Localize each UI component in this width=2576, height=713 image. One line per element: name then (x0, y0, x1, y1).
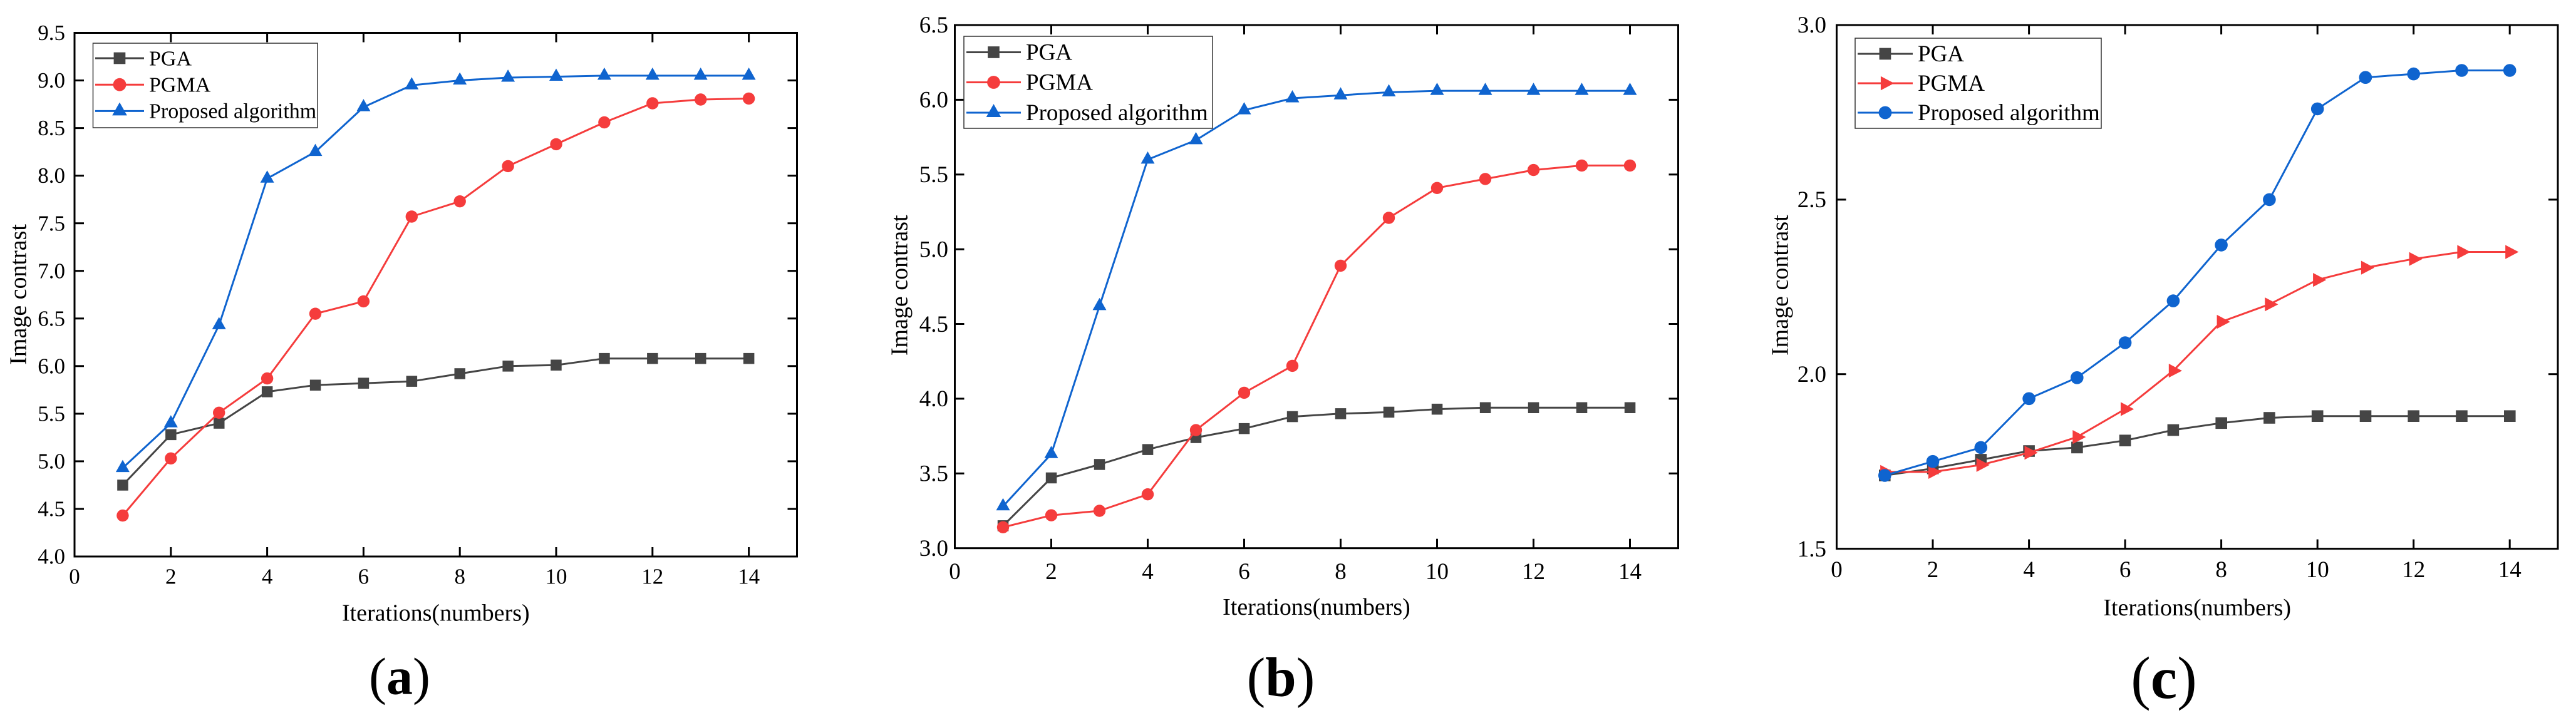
svg-text:5.5: 5.5 (38, 401, 65, 426)
svg-text:10: 10 (2306, 557, 2329, 583)
svg-text:(b): (b) (1247, 647, 1315, 709)
svg-text:6: 6 (2119, 557, 2131, 583)
svg-text:4.0: 4.0 (919, 386, 948, 412)
svg-text:Image contrast: Image contrast (5, 224, 31, 365)
svg-text:4: 4 (1142, 559, 1154, 585)
svg-text:0: 0 (1831, 557, 1843, 583)
svg-text:0: 0 (69, 565, 80, 589)
svg-text:8.5: 8.5 (38, 116, 65, 140)
svg-text:0: 0 (949, 559, 961, 585)
svg-text:10: 10 (1425, 559, 1449, 585)
svg-text:PGA: PGA (149, 47, 192, 70)
svg-text:(a): (a) (369, 648, 430, 706)
svg-text:5.0: 5.0 (38, 449, 65, 474)
svg-text:Image contrast: Image contrast (1767, 215, 1793, 356)
svg-text:3.0: 3.0 (919, 536, 948, 562)
svg-text:14: 14 (2498, 557, 2522, 583)
svg-text:PGA: PGA (1918, 41, 1964, 67)
svg-text:4: 4 (262, 565, 273, 589)
svg-text:6.5: 6.5 (919, 13, 948, 38)
svg-text:1.5: 1.5 (1798, 536, 1826, 562)
svg-text:6.0: 6.0 (38, 354, 65, 378)
svg-text:PGMA: PGMA (149, 74, 211, 97)
svg-text:5.0: 5.0 (919, 237, 948, 262)
svg-text:8.0: 8.0 (38, 163, 65, 188)
svg-text:2: 2 (1927, 557, 1939, 583)
svg-text:Proposed algorithm: Proposed algorithm (1918, 100, 2100, 126)
svg-text:8: 8 (2215, 557, 2227, 583)
svg-text:2: 2 (165, 565, 177, 589)
svg-text:5.5: 5.5 (919, 162, 948, 188)
svg-text:3.5: 3.5 (919, 461, 948, 487)
svg-text:PGMA: PGMA (1918, 71, 1985, 96)
svg-text:Proposed algorithm: Proposed algorithm (1026, 100, 1208, 126)
svg-text:9.5: 9.5 (38, 21, 65, 45)
svg-text:PGMA: PGMA (1026, 70, 1093, 96)
svg-text:4.5: 4.5 (38, 497, 65, 521)
svg-text:Image contrast: Image contrast (886, 215, 913, 356)
svg-text:2: 2 (1045, 559, 1057, 585)
svg-text:9.0: 9.0 (38, 68, 65, 93)
svg-text:8: 8 (454, 565, 465, 589)
svg-text:8: 8 (1335, 559, 1347, 585)
svg-text:7.0: 7.0 (38, 259, 65, 283)
svg-text:12: 12 (1522, 559, 1545, 585)
svg-text:3.0: 3.0 (1798, 13, 1826, 38)
svg-text:2.5: 2.5 (1798, 187, 1826, 213)
svg-text:7.5: 7.5 (38, 211, 65, 235)
svg-text:Iterations(numbers): Iterations(numbers) (2103, 595, 2291, 621)
svg-text:12: 12 (2402, 557, 2425, 583)
svg-text:4.0: 4.0 (38, 545, 65, 569)
svg-text:4.5: 4.5 (919, 312, 948, 337)
svg-text:10: 10 (546, 565, 567, 589)
svg-text:12: 12 (641, 565, 663, 589)
svg-text:14: 14 (1618, 559, 1642, 585)
svg-text:Iterations(numbers): Iterations(numbers) (1223, 594, 1410, 620)
svg-text:Iterations(numbers): Iterations(numbers) (342, 600, 530, 627)
svg-text:PGA: PGA (1026, 40, 1072, 66)
svg-text:6: 6 (1238, 559, 1250, 585)
svg-text:6.0: 6.0 (919, 88, 948, 113)
svg-text:(c): (c) (2131, 645, 2196, 711)
svg-text:6.5: 6.5 (38, 306, 65, 331)
svg-text:6: 6 (358, 565, 370, 589)
svg-text:14: 14 (738, 565, 760, 589)
svg-text:2.0: 2.0 (1798, 362, 1826, 387)
svg-text:4: 4 (2023, 557, 2035, 583)
svg-text:Proposed algorithm: Proposed algorithm (149, 100, 316, 123)
